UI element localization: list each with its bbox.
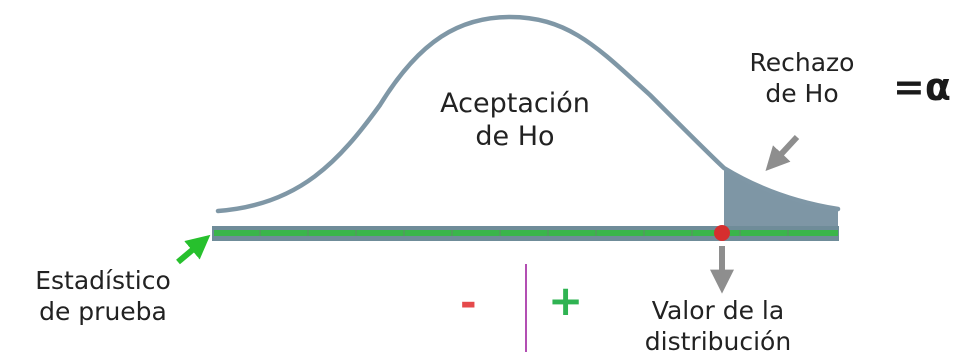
distribution-value-label: Valor de la distribución [612,296,824,357]
rejection-region-arrow [765,134,800,172]
rejection-line-1: Rechazo [749,48,855,77]
critical-value-point [714,225,730,241]
distribution-value-line-1: Valor de la [651,296,785,325]
test-statistic-arrow [176,234,211,265]
distribution-value-line-2: distribución [644,326,792,356]
rejection-line-2: de Ho [765,78,839,108]
positive-sign: + [548,276,584,325]
acceptance-line-1: Aceptación [440,88,590,119]
alpha-label: =α [893,65,951,109]
axis-green-line [214,230,838,236]
test-statistic-label: Estadístico de prueba [0,266,206,327]
axis-ticks [259,230,789,236]
acceptance-line-2: de Ho [475,120,555,152]
rejection-region-label: Rechazo de Ho [722,48,882,109]
acceptance-region-label: Aceptación de Ho [420,88,610,154]
test-statistic-line-2: de prueba [39,296,167,326]
test-statistic-line-1: Estadístico [35,266,171,295]
negative-sign: - [460,280,477,326]
rejection-region-fill [724,168,838,228]
distribution-curve [215,14,841,214]
